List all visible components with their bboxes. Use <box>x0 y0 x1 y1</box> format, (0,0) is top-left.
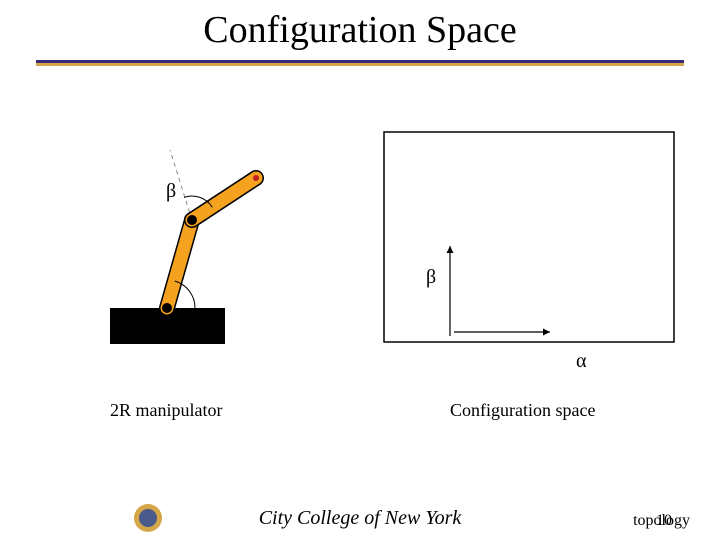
manipulator-link1 <box>167 220 192 308</box>
diagram-area: β α β α 2R manipulator Configuration spa… <box>0 70 720 470</box>
manipulator-link2 <box>192 178 256 220</box>
caption-cspace: Configuration space <box>450 400 595 421</box>
diagram-svg <box>0 70 720 470</box>
label-alpha-manipulator: α <box>210 312 220 335</box>
slide: Configuration Space <box>0 0 720 540</box>
rule-gold <box>36 63 684 66</box>
joint-elbow <box>187 215 197 225</box>
page-number: 10 <box>656 512 672 529</box>
caption-manipulator: 2R manipulator <box>110 400 222 421</box>
footer-text: City College of New York <box>0 507 720 530</box>
label-beta-cspace: β <box>426 266 436 289</box>
page-title: Configuration Space <box>0 8 720 52</box>
label-alpha-cspace: α <box>576 350 586 373</box>
end-effector <box>253 175 259 181</box>
cspace-frame <box>384 132 674 342</box>
label-beta-manipulator: β <box>166 180 176 203</box>
bottom-right: topology 10 <box>633 512 710 530</box>
joint-base <box>162 303 172 313</box>
